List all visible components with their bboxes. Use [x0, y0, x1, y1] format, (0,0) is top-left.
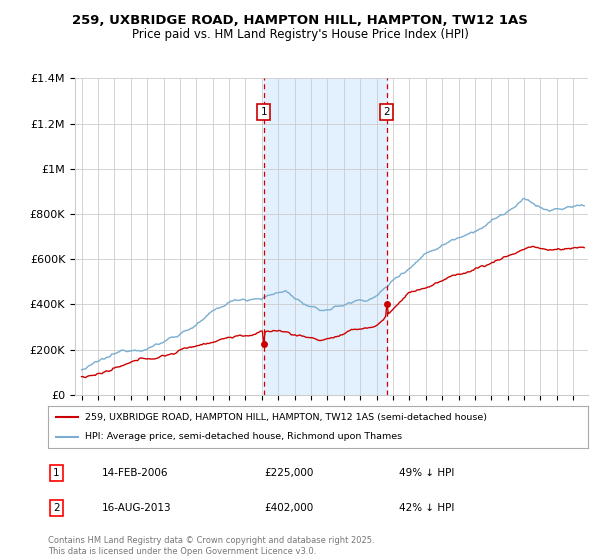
Text: 2: 2 [383, 108, 390, 117]
Bar [264, 78, 387, 395]
Text: HPI: Average price, semi-detached house, Richmond upon Thames: HPI: Average price, semi-detached house,… [85, 432, 402, 441]
Text: Contains HM Land Registry data © Crown copyright and database right 2025.
This d: Contains HM Land Registry data © Crown c… [48, 536, 374, 556]
Text: 2: 2 [53, 503, 59, 513]
Text: £225,000: £225,000 [264, 468, 313, 478]
Text: Price paid vs. HM Land Registry's House Price Index (HPI): Price paid vs. HM Land Registry's House … [131, 28, 469, 41]
Text: 14-FEB-2006: 14-FEB-2006 [102, 468, 169, 478]
Text: 1: 1 [53, 468, 59, 478]
Text: 259, UXBRIDGE ROAD, HAMPTON HILL, HAMPTON, TW12 1AS (semi-detached house): 259, UXBRIDGE ROAD, HAMPTON HILL, HAMPTO… [85, 413, 487, 422]
Text: 1: 1 [260, 108, 267, 117]
Text: £402,000: £402,000 [264, 503, 313, 513]
Text: 16-AUG-2013: 16-AUG-2013 [102, 503, 172, 513]
Text: 49% ↓ HPI: 49% ↓ HPI [399, 468, 454, 478]
Text: 259, UXBRIDGE ROAD, HAMPTON HILL, HAMPTON, TW12 1AS: 259, UXBRIDGE ROAD, HAMPTON HILL, HAMPTO… [72, 14, 528, 27]
Text: 42% ↓ HPI: 42% ↓ HPI [399, 503, 454, 513]
